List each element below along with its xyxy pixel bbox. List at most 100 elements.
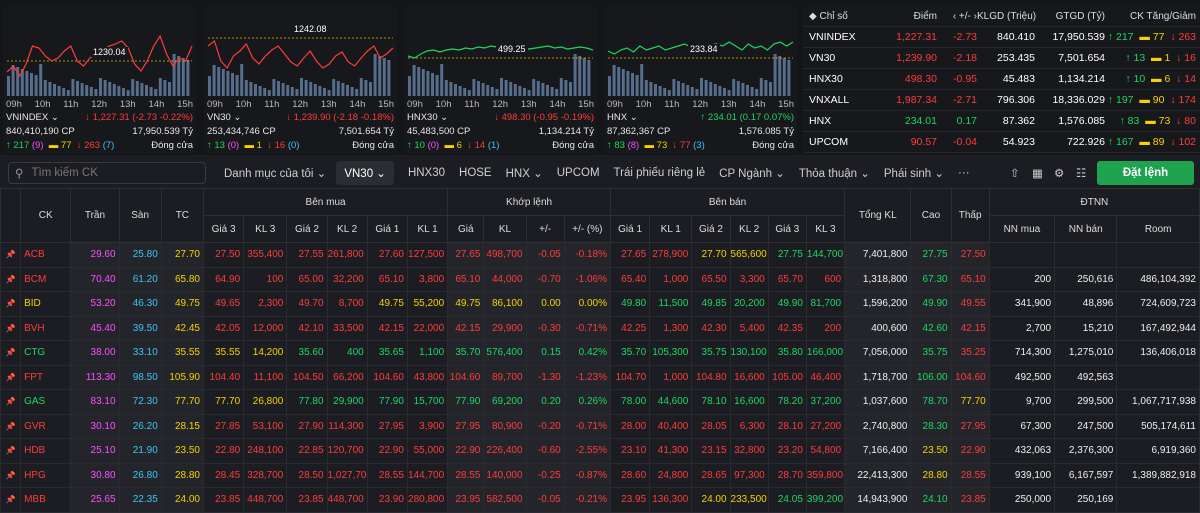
ask-price-3[interactable]: 27.75	[767, 242, 807, 268]
place-order-button[interactable]: Đặt lệnh	[1097, 161, 1194, 185]
header-ceiling[interactable]: Trần	[70, 188, 120, 243]
header-matched[interactable]: Khớp lệnh	[447, 188, 611, 216]
ask-volume-2[interactable]: 3,300	[729, 266, 769, 292]
excel-icon[interactable]: ▦	[1032, 168, 1043, 180]
ask-price-2[interactable]: 24.00	[691, 487, 731, 513]
ask-price-3[interactable]: 35.80	[767, 340, 807, 366]
bid-price-2[interactable]: 49.70	[286, 291, 328, 317]
ask-volume-3[interactable]: 46,400	[805, 364, 846, 390]
tab-5[interactable]: UPCOM	[556, 167, 600, 179]
index-header-cell[interactable]: Điểm	[913, 10, 937, 22]
bid-price-1[interactable]: 27.60	[366, 242, 408, 268]
ask-volume-3[interactable]: 37,200	[805, 389, 846, 415]
index-header-cell[interactable]: ◆ Chỉ số	[809, 10, 848, 22]
mini-chart-hnx30[interactable]: 499.25 09h 10h 11h 12h 13h 14h 15h HNX30 ⌄ ↓ 498.…	[404, 6, 597, 154]
header-ask-side[interactable]: Bên bán	[609, 188, 846, 216]
bid-volume-2[interactable]: 66,200	[326, 364, 368, 390]
tab-1[interactable]: VN30 ⌄	[336, 161, 394, 185]
tab-7[interactable]: CP Ngành ⌄	[719, 168, 785, 180]
header-ck[interactable]: CK	[20, 188, 72, 243]
bid-price-1[interactable]: 65.10	[366, 266, 408, 292]
ask-volume-1[interactable]: 136,300	[649, 487, 693, 513]
bid-price-3[interactable]: 28.45	[202, 462, 245, 488]
subheader-15[interactable]: KL 3	[805, 215, 846, 243]
ask-price-1[interactable]: 23.95	[609, 487, 651, 513]
table-row[interactable]: 📌 CTG 38.00 33.10 35.55 35.55 14,200 35.60 400 35…	[0, 340, 1200, 366]
bid-price-3[interactable]: 104.40	[202, 364, 245, 390]
tab-10[interactable]: ···	[958, 167, 970, 179]
stock-code[interactable]: HDB	[20, 438, 72, 464]
bid-volume-3[interactable]: 328,700	[243, 462, 288, 488]
bid-price-1[interactable]: 23.90	[366, 487, 408, 513]
subheader-18[interactable]: Room	[1116, 215, 1200, 243]
stock-code[interactable]: GAS	[20, 389, 72, 415]
bid-price-1[interactable]: 49.75	[366, 291, 408, 317]
stock-code[interactable]: BCM	[20, 266, 72, 292]
ask-price-2[interactable]: 78.10	[691, 389, 731, 415]
bid-price-3[interactable]: 42.05	[202, 315, 245, 341]
pin-icon[interactable]: 📌	[0, 462, 22, 488]
bid-price-1[interactable]: 42.15	[366, 315, 408, 341]
table-row[interactable]: 📌 BVH 45.40 39.50 42.45 42.05 12,000 42.10 33,50…	[0, 315, 1200, 341]
bid-volume-2[interactable]: 29,900	[326, 389, 368, 415]
ask-volume-2[interactable]: 20,200	[729, 291, 769, 317]
bid-volume-1[interactable]: 3,800	[406, 266, 449, 292]
ask-price-2[interactable]: 35.75	[691, 340, 731, 366]
table-row[interactable]: 📌 BCM 70.40 61.20 65.80 64.90 100 65.00 32,200 65…	[0, 266, 1200, 292]
pin-header[interactable]	[0, 188, 22, 243]
ask-price-3[interactable]: 78.20	[767, 389, 807, 415]
bid-volume-1[interactable]: 22,000	[406, 315, 449, 341]
bid-price-1[interactable]: 35.65	[366, 340, 408, 366]
ask-volume-1[interactable]: 40,400	[649, 413, 693, 439]
bid-volume-3[interactable]: 2,300	[243, 291, 288, 317]
bid-volume-3[interactable]: 448,700	[243, 487, 288, 513]
header-high[interactable]: Cao	[910, 188, 952, 243]
bid-volume-3[interactable]: 12,000	[243, 315, 288, 341]
subheader-0[interactable]: Giá 3	[202, 215, 245, 243]
ask-volume-1[interactable]: 11,500	[649, 291, 693, 317]
pin-icon[interactable]: 📌	[0, 291, 22, 317]
tab-4[interactable]: HNX ⌄	[505, 168, 543, 180]
bid-volume-2[interactable]: 1,027,700	[326, 462, 368, 488]
header-total-volume[interactable]: Tổng KL	[844, 188, 912, 243]
ask-volume-2[interactable]: 16,600	[729, 364, 769, 390]
bid-volume-3[interactable]: 11,100	[243, 364, 288, 390]
stock-code[interactable]: BVH	[20, 315, 72, 341]
bid-price-2[interactable]: 23.85	[286, 487, 328, 513]
tab-2[interactable]: HNX30	[407, 167, 446, 179]
pin-icon[interactable]: 📌	[0, 364, 22, 390]
bid-volume-3[interactable]: 53,100	[243, 413, 288, 439]
tab-6[interactable]: Trái phiếu riêng lẻ	[613, 167, 706, 179]
bid-volume-2[interactable]: 120,700	[326, 438, 368, 464]
ask-volume-3[interactable]: 54,800	[805, 438, 846, 464]
bid-volume-2[interactable]: 261,800	[326, 242, 368, 268]
stock-code[interactable]: MBB	[20, 487, 72, 513]
bid-price-3[interactable]: 35.55	[202, 340, 245, 366]
subheader-17[interactable]: NN bán	[1054, 215, 1118, 243]
table-row[interactable]: 📌 HPG 30.80 26.80 28.80 28.45 328,700 28.50 1,02…	[0, 462, 1200, 488]
index-row-vnxall[interactable]: VNXALL 1,987.34 -2.71 796.306 18,336.029 ↑ 19…	[803, 90, 1200, 111]
subheader-1[interactable]: KL 3	[243, 215, 288, 243]
ask-price-1[interactable]: 23.10	[609, 438, 651, 464]
ask-volume-3[interactable]: 144,700	[805, 242, 846, 268]
ask-price-1[interactable]: 78.00	[609, 389, 651, 415]
bid-price-1[interactable]: 77.90	[366, 389, 408, 415]
bid-price-2[interactable]: 22.85	[286, 438, 328, 464]
bid-price-1[interactable]: 28.55	[366, 462, 408, 488]
ask-volume-3[interactable]: 81,700	[805, 291, 846, 317]
table-row[interactable]: 📌 HDB 25.10 21.90 23.50 22.80 248,100 22.85 120,…	[0, 438, 1200, 464]
ask-volume-3[interactable]: 200	[805, 315, 846, 341]
bid-price-3[interactable]: 27.85	[202, 413, 245, 439]
ask-volume-3[interactable]: 27,200	[805, 413, 846, 439]
index-name[interactable]: VNINDEX ⌄	[6, 112, 59, 123]
table-row[interactable]: 📌 FPT 113.30 98.50 105.90 104.40 11,100 104.50 6…	[0, 364, 1200, 390]
bid-price-2[interactable]: 27.55	[286, 242, 328, 268]
table-row[interactable]: 📌 ACB 29.60 25.80 27.70 27.50 355,400 27.55 261,…	[0, 242, 1200, 268]
ask-price-2[interactable]: 42.30	[691, 315, 731, 341]
table-row[interactable]: 📌 GVR 30.10 26.20 28.15 27.85 53,100 27.90 114,3…	[0, 413, 1200, 439]
ask-price-3[interactable]: 28.10	[767, 413, 807, 439]
ask-price-3[interactable]: 105.00	[767, 364, 807, 390]
pin-icon[interactable]: 📌	[0, 438, 22, 464]
stock-code[interactable]: BID	[20, 291, 72, 317]
ask-price-3[interactable]: 24.05	[767, 487, 807, 513]
